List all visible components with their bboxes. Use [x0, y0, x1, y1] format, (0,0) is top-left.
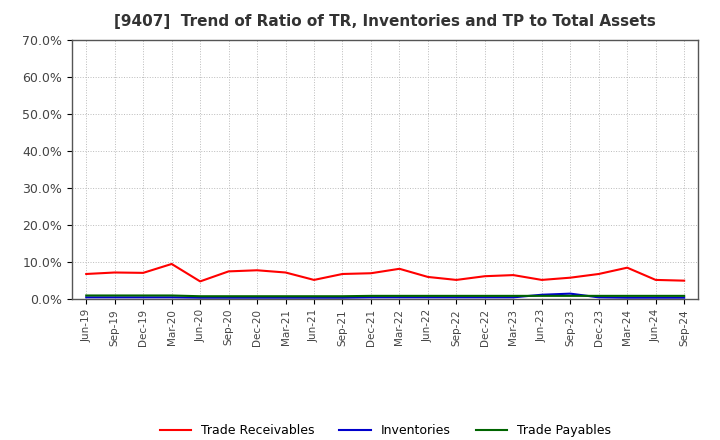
Inventories — [225, 295, 233, 301]
Trade Receivables — [566, 275, 575, 280]
Inventories — [623, 295, 631, 301]
Trade Payables — [652, 293, 660, 298]
Trade Payables — [395, 293, 404, 298]
Legend: Trade Receivables, Inventories, Trade Payables: Trade Receivables, Inventories, Trade Pa… — [153, 418, 617, 440]
Inventories — [338, 295, 347, 301]
Trade Receivables — [110, 270, 119, 275]
Trade Payables — [366, 293, 375, 298]
Inventories — [282, 295, 290, 301]
Trade Receivables — [167, 261, 176, 267]
Inventories — [253, 295, 261, 301]
Trade Payables — [680, 293, 688, 298]
Inventories — [680, 295, 688, 301]
Title: [9407]  Trend of Ratio of TR, Inventories and TP to Total Assets: [9407] Trend of Ratio of TR, Inventories… — [114, 14, 656, 29]
Trade Receivables — [282, 270, 290, 275]
Trade Payables — [110, 293, 119, 298]
Trade Payables — [537, 293, 546, 298]
Trade Receivables — [310, 277, 318, 282]
Trade Receivables — [338, 271, 347, 277]
Trade Receivables — [537, 277, 546, 282]
Trade Receivables — [395, 266, 404, 271]
Trade Payables — [253, 293, 261, 299]
Trade Payables — [338, 293, 347, 299]
Line: Trade Receivables: Trade Receivables — [86, 264, 684, 282]
Inventories — [595, 295, 603, 300]
Trade Payables — [82, 293, 91, 298]
Inventories — [139, 295, 148, 300]
Trade Receivables — [253, 268, 261, 273]
Trade Payables — [196, 293, 204, 299]
Trade Receivables — [509, 272, 518, 278]
Trade Receivables — [196, 279, 204, 284]
Inventories — [480, 295, 489, 300]
Trade Receivables — [82, 271, 91, 277]
Trade Receivables — [623, 265, 631, 270]
Trade Receivables — [225, 269, 233, 274]
Inventories — [452, 295, 461, 300]
Line: Inventories: Inventories — [86, 293, 684, 298]
Trade Payables — [310, 293, 318, 299]
Trade Payables — [566, 293, 575, 298]
Trade Payables — [623, 293, 631, 298]
Trade Receivables — [595, 271, 603, 277]
Trade Receivables — [680, 278, 688, 283]
Inventories — [82, 295, 91, 300]
Trade Payables — [225, 293, 233, 299]
Inventories — [395, 295, 404, 300]
Trade Payables — [282, 293, 290, 299]
Trade Receivables — [423, 274, 432, 279]
Trade Payables — [595, 293, 603, 298]
Inventories — [566, 291, 575, 296]
Trade Payables — [167, 293, 176, 298]
Trade Receivables — [652, 277, 660, 282]
Trade Receivables — [480, 274, 489, 279]
Trade Payables — [139, 293, 148, 298]
Trade Receivables — [139, 270, 148, 275]
Inventories — [652, 295, 660, 301]
Trade Receivables — [452, 277, 461, 282]
Inventories — [167, 295, 176, 300]
Trade Payables — [480, 293, 489, 298]
Trade Payables — [452, 293, 461, 298]
Trade Payables — [509, 293, 518, 298]
Inventories — [537, 292, 546, 297]
Trade Payables — [423, 293, 432, 298]
Inventories — [110, 295, 119, 300]
Inventories — [509, 295, 518, 300]
Inventories — [366, 295, 375, 300]
Trade Receivables — [366, 271, 375, 276]
Inventories — [310, 295, 318, 301]
Inventories — [196, 295, 204, 301]
Inventories — [423, 295, 432, 300]
